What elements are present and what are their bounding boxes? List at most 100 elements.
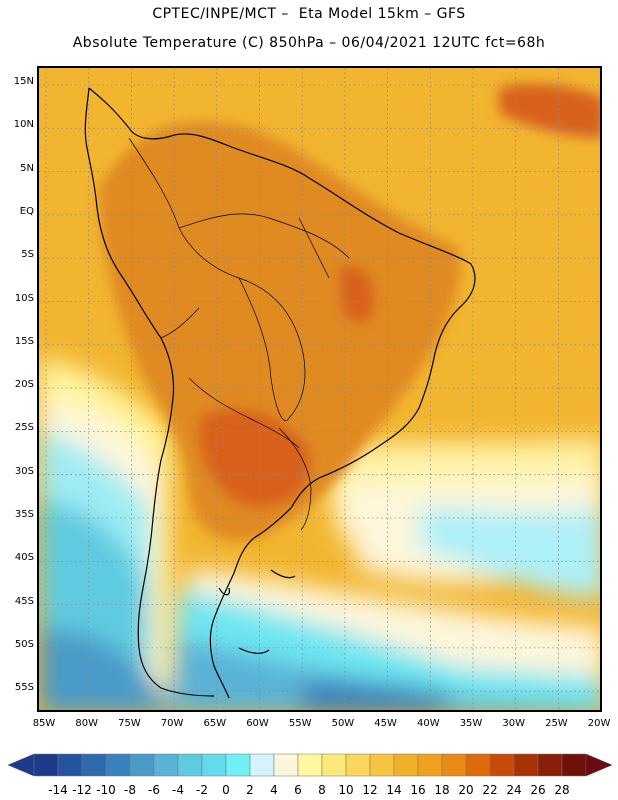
colorbar-swatch (153, 753, 179, 777)
colorbar-label: 6 (294, 783, 302, 797)
colorbar-label: 24 (506, 783, 522, 797)
colorbar-swatch (393, 753, 419, 777)
border-5 (278, 427, 312, 531)
border-3 (238, 277, 290, 421)
colorbar-label: 18 (434, 783, 450, 797)
lat-label-5n: 5N (20, 162, 34, 174)
colorbar-label: -6 (148, 783, 160, 797)
colorbar-label: -2 (196, 783, 208, 797)
lat-label-55s: 55S (14, 682, 34, 694)
lat-label-eq: EQ (19, 205, 34, 217)
lon-label-65w: 65W (203, 718, 227, 729)
colorbar-swatch (417, 753, 443, 777)
lon-label-35w: 35W (459, 718, 483, 729)
colorbar-label: 14 (386, 783, 402, 797)
colorbar-label: 12 (362, 783, 378, 797)
field-hot-core-atlantic (499, 83, 600, 138)
temperature-field (39, 358, 600, 710)
lat-label-15n: 15N (13, 76, 34, 87)
coastline-west (84, 87, 215, 697)
lat-label-10s: 10S (14, 292, 34, 304)
lon-label-30w: 30W (502, 718, 525, 729)
colorbar-swatch (489, 753, 515, 777)
lat-label-45s: 45S (14, 595, 34, 607)
coastline-falklands (238, 647, 270, 654)
colorbar-label: 20 (458, 783, 474, 797)
temperature-map (39, 68, 600, 710)
lon-label-40w: 40W (416, 718, 440, 729)
colorbar-label: 26 (530, 783, 546, 797)
lon-label-55w: 55W (288, 718, 312, 729)
colorbar-label: 16 (410, 783, 426, 797)
colorbar-swatch (297, 753, 323, 777)
field-land-hot (99, 121, 461, 542)
chart-title-line2: Absolute Temperature (C) 850hPa – 06/04/… (72, 35, 546, 51)
colorbar-swatch (465, 753, 491, 777)
colorbar-swatch (33, 753, 59, 777)
lon-label-25w: 25W (545, 718, 568, 729)
lon-label-70w: 70W (160, 718, 184, 729)
colorbar-label: 8 (318, 783, 326, 797)
lat-label-40s: 40S (14, 552, 34, 564)
lat-label-35s: 35S (14, 509, 34, 520)
field-blue-south (169, 638, 600, 710)
colorbar (7, 753, 613, 777)
colorbar-swatch (225, 753, 251, 777)
lat-label-30s: 30S (14, 465, 34, 477)
field-cyan-east (419, 508, 600, 598)
field-hot-core-ne (339, 265, 375, 323)
colorbar-swatch (273, 753, 299, 777)
lon-label-80w: 80W (75, 718, 98, 729)
lon-label-60w: 60W (246, 718, 269, 729)
colorbar-swatch (129, 753, 155, 777)
colorbar-swatch (561, 753, 587, 777)
colorbar-label: -8 (124, 783, 136, 797)
lon-label-50w: 50W (331, 718, 355, 729)
colorbar-swatch (177, 753, 203, 777)
colorbar-label: -12 (72, 783, 92, 797)
colorbar-label: 0 (222, 783, 230, 797)
colorbar-swatch (105, 753, 131, 777)
colorbar-swatch (249, 753, 275, 777)
border-1 (128, 137, 306, 419)
colorbar-label: 10 (338, 783, 354, 797)
lat-label-10n: 10N (13, 119, 34, 131)
coastline-valdes (270, 569, 296, 579)
lon-label-45w: 45W (374, 718, 397, 729)
colorbar-label: 28 (554, 783, 570, 797)
lat-label-20s: 20S (14, 379, 34, 391)
lat-label-5s: 5S (21, 249, 34, 261)
field-hot-core-south (199, 408, 311, 508)
lon-label-85w: 85W (32, 718, 56, 729)
lat-label-50s: 50S (14, 638, 34, 650)
lon-label-75w: 75W (118, 718, 141, 729)
colorbar-label: -10 (96, 783, 116, 797)
border-7 (298, 217, 330, 279)
coastline-east (88, 87, 476, 699)
colorbar-swatch (321, 753, 347, 777)
colorbar-left-arrow (7, 753, 35, 777)
colorbar-swatch (441, 753, 467, 777)
colorbar-right-arrow (585, 753, 613, 777)
lat-label-25s: 25S (14, 422, 34, 434)
country-borders (128, 137, 350, 531)
lon-label-20w: 20W (587, 718, 611, 729)
border-4 (188, 377, 300, 449)
colorbar-swatch (369, 753, 395, 777)
field-deep-blue-south (300, 678, 459, 710)
coastlines (84, 87, 476, 699)
colorbar-label: 22 (482, 783, 498, 797)
colorbar-swatch (345, 753, 371, 777)
chart-title-line1: CPTEC/INPE/MCT – Eta Model 15km – GFS (152, 6, 466, 22)
colorbar-swatch (537, 753, 563, 777)
colorbar-label: 4 (270, 783, 278, 797)
colorbar-swatch (57, 753, 83, 777)
field-blue-sw (39, 628, 177, 710)
coastline-gulf (218, 587, 230, 596)
border-2 (178, 213, 350, 259)
border-6 (160, 307, 200, 339)
colorbar-swatch (513, 753, 539, 777)
colorbar-label: 2 (246, 783, 254, 797)
colorbar-swatch (201, 753, 227, 777)
land-heat-field (99, 83, 600, 542)
